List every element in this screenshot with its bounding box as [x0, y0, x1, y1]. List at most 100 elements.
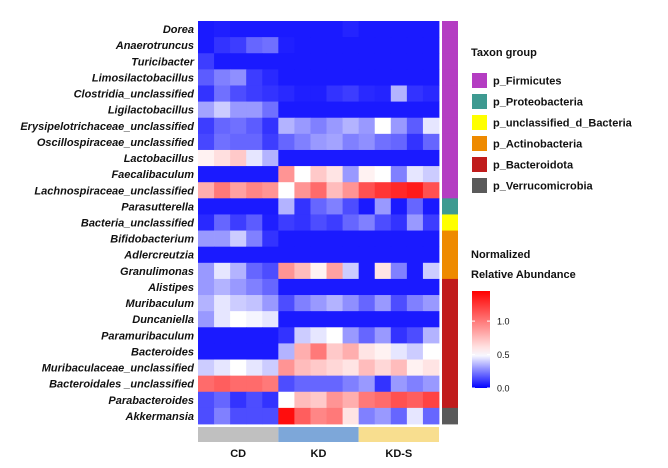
taxon-group-segment: [442, 69, 458, 86]
heatmap-cell: [294, 37, 311, 54]
heatmap-cell: [214, 311, 231, 328]
taxon-group-segment: [442, 214, 458, 231]
heatmap-cell: [326, 133, 343, 151]
heatmap-cell: [390, 166, 408, 183]
sample-group-label: CD: [230, 448, 246, 460]
heatmap-cell: [422, 85, 440, 102]
row-label: Ligilactobacillus: [108, 105, 194, 117]
heatmap-cell: [406, 166, 424, 183]
heatmap-cell: [422, 133, 440, 151]
taxon-legend-swatch: [472, 136, 487, 151]
heatmap-cell: [198, 198, 215, 215]
heatmap-cell: [374, 182, 392, 199]
heatmap-cell: [342, 214, 360, 231]
heatmap-cell: [390, 133, 408, 151]
heatmap-cell: [358, 69, 376, 86]
heatmap-cell: [214, 230, 231, 248]
row-label: Clostridia_unclassified: [74, 89, 195, 101]
heatmap-cell: [326, 391, 343, 409]
heatmap-cell: [390, 69, 408, 86]
heatmap-cell: [230, 375, 247, 393]
abundance-color-scale: Normalized Relative Abundance 0.0 0.5 1.0: [471, 249, 576, 394]
row-label: Lactobacillus: [124, 153, 194, 165]
heatmap-cell: [422, 246, 440, 264]
taxon-legend-label: p_Bacteroidota: [493, 160, 574, 172]
heatmap-cell: [294, 359, 311, 377]
heatmap-cell: [390, 359, 408, 377]
heatmap-cell: [214, 21, 231, 38]
taxon-group-segment: [442, 359, 458, 377]
heatmap-cell: [198, 407, 215, 425]
heatmap-cell: [358, 278, 376, 296]
heatmap-cell: [262, 85, 279, 102]
heatmap-cell: [230, 85, 247, 102]
row-label: Parasutterella: [121, 201, 194, 213]
heatmap-cell: [278, 69, 295, 86]
heatmap-cell: [342, 375, 360, 393]
heatmap-cell: [198, 359, 215, 377]
heatmap-cell: [342, 182, 360, 199]
heatmap-cell: [262, 230, 279, 248]
sample-group-labels: CD KD KD-S: [230, 448, 412, 460]
heatmap-cell: [390, 375, 408, 393]
heatmap-cell: [262, 278, 279, 296]
taxon-group-segment: [442, 343, 458, 360]
heatmap-cell: [406, 327, 424, 344]
taxon-legend-swatch: [472, 115, 487, 130]
heatmap-cell: [246, 69, 263, 86]
heatmap-cell: [326, 198, 343, 215]
heatmap-cell: [390, 85, 408, 102]
heatmap-cell: [246, 246, 263, 264]
heatmap-cell: [406, 21, 424, 38]
heatmap-cell: [390, 101, 408, 119]
heatmap-cell: [230, 327, 247, 344]
heatmap-cell: [374, 37, 392, 54]
taxon-group-segment: [442, 85, 458, 102]
heatmap-cell: [406, 278, 424, 296]
heatmap-cell: [374, 166, 392, 183]
heatmap-cell: [198, 391, 215, 409]
heatmap-cell: [406, 246, 424, 264]
heatmap-cell: [198, 214, 215, 231]
heatmap-cell: [342, 343, 360, 360]
heatmap-cell: [214, 166, 231, 183]
heatmap-cell: [406, 230, 424, 248]
heatmap-cell: [198, 311, 215, 328]
heatmap-cell: [406, 133, 424, 151]
heatmap-cell: [214, 69, 231, 86]
row-label: Erysipelotrichaceae_unclassified: [20, 121, 194, 133]
heatmap-cell: [214, 327, 231, 344]
heatmap-cell: [342, 262, 360, 280]
heatmap-cell: [294, 327, 311, 344]
row-label: Bacteroidales _unclassified: [49, 379, 194, 391]
heatmap-cell: [390, 182, 408, 199]
heatmap-cell: [310, 359, 327, 377]
heatmap-cell: [310, 85, 327, 102]
heatmap-cell: [342, 21, 360, 38]
heatmap-cell: [374, 230, 392, 248]
heatmap-cell: [374, 133, 392, 151]
taxon-group-segment: [442, 278, 458, 296]
row-label: Alistipes: [147, 282, 194, 294]
heatmap-cell: [326, 149, 343, 167]
heatmap-cell: [294, 182, 311, 199]
heatmap-cell: [198, 375, 215, 393]
taxon-legend-swatch: [472, 94, 487, 109]
taxon-group-segment: [442, 182, 458, 199]
heatmap-cell: [310, 198, 327, 215]
heatmap-cell: [390, 278, 408, 296]
heatmap-cell: [198, 295, 215, 312]
row-label: Parabacteroides: [108, 395, 194, 407]
heatmap-cell: [278, 198, 295, 215]
row-label: Bacteria_unclassified: [81, 218, 194, 230]
heatmap-cell: [230, 53, 247, 70]
heatmap-cell: [262, 391, 279, 409]
heatmap-cell: [262, 327, 279, 344]
heatmap-cell: [278, 295, 295, 312]
heatmap-cell: [342, 85, 360, 102]
heatmap-cell: [246, 182, 263, 199]
heatmap-cell: [342, 359, 360, 377]
row-label: Lachnospiraceae_unclassified: [34, 185, 194, 197]
heatmap-cell: [406, 407, 424, 425]
